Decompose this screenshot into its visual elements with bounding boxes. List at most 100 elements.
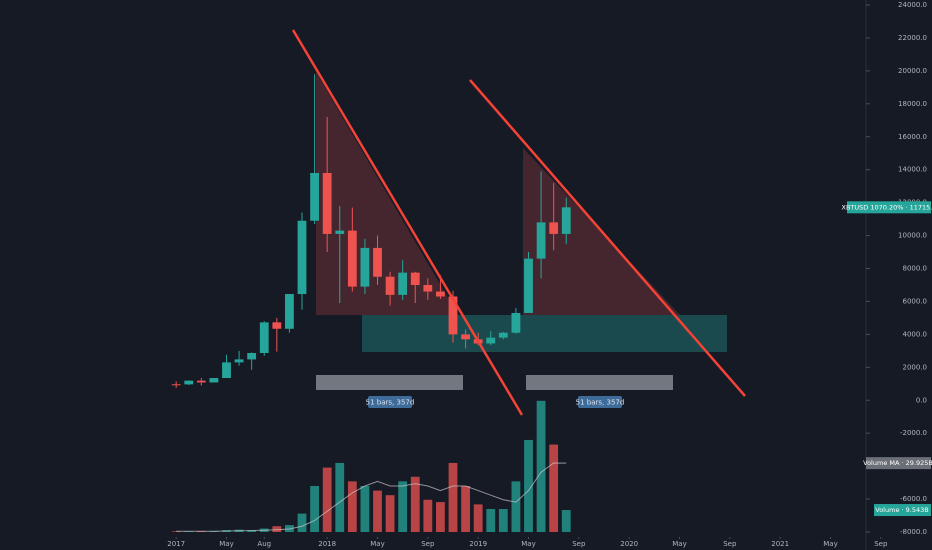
price-label-box [847,201,931,214]
x-tick-label: Sep [723,540,737,548]
annotation-box [578,396,622,408]
volume-label: Volume · 9.543B [875,506,928,514]
candle-body [171,384,181,386]
candle-body [347,230,357,287]
volume-bar [347,481,357,532]
annotation-box [368,396,412,408]
candle-body [335,230,345,234]
volume-bar [524,439,533,532]
candle-body [448,296,458,335]
volume-ma-line [176,462,567,532]
volume-bar [536,400,546,532]
y-tick-label: 18000.0 [898,100,927,108]
x-tick-label: 2021 [771,540,789,548]
volume-bar [461,485,470,532]
candle-body [247,352,257,360]
candle-body [234,359,244,363]
x-tick-label: May [521,540,535,548]
candle-body [209,378,219,383]
volume-bar [385,495,395,532]
trend-lines: 51 bars, 357d 51 bars, 357d [291,29,746,416]
x-tick-label: Aug [257,540,271,548]
candle-body [511,312,521,333]
candle-body [196,380,206,383]
trend-line [291,29,524,416]
candle-body [297,220,307,295]
axes: 24000.0 22000.0 20000.0 18000.0 16000.0 14000… [167,0,932,550]
range-box [362,315,727,352]
x-tick-label: May [823,540,837,548]
bars-range [316,375,463,390]
volume-bar [335,462,345,532]
volume-ma-label: Volume MA · 29.925B [863,459,932,467]
volume-label-box [874,504,931,517]
y-tick-label: 10000.0 [898,232,927,240]
price-label: XBTUSD 1070.20% · 11715.5 [842,203,932,211]
candle-body [285,294,294,329]
candle-body [561,207,571,234]
x-tick-label: 2019 [469,540,487,548]
annotation: 51 bars, 357d [576,399,625,407]
candle-body [486,337,496,344]
candle-body [436,291,445,297]
volume-bar [423,499,433,532]
candle-body [272,322,282,329]
candle-body [259,322,269,353]
candle-body [423,284,433,292]
candle-body [410,272,420,285]
candle-body [222,362,231,379]
candle-body [373,247,382,277]
x-tick-label: 2020 [620,540,638,548]
volume-ma-label-box [866,457,931,470]
y-tick-label: 20000.0 [898,67,927,75]
candle-body [461,334,470,340]
candle-body [385,276,395,295]
volume-bar [436,502,445,532]
volume-bar [410,476,420,532]
volume-bar [549,444,559,532]
volume-bar [272,526,282,532]
x-tick-label: May [370,540,384,548]
volume-bar [373,490,382,532]
candle-body [322,172,332,234]
y-tick-label: 14000.0 [898,166,927,174]
x-tick-label: May [219,540,233,548]
y-tick-label: 0.0 [916,396,927,404]
volume-bar [473,504,483,532]
candle-body [184,380,194,385]
candle-body [310,172,319,221]
candle-body [398,272,408,295]
volume-bar [448,462,458,532]
candle-body [524,258,533,313]
x-tick-label: 2017 [167,540,185,548]
volume-bar [360,485,370,532]
volume-bar [511,481,521,532]
bars-range [526,375,673,390]
volume-bar [561,510,571,532]
y-tick-label: 2000.0 [903,363,928,371]
volume-bar [486,508,496,532]
y-tick-label: 8000.0 [903,265,928,273]
y-tick-label: 4000.0 [903,330,928,338]
y-tick-label: 6000.0 [903,297,928,305]
candle-body [549,222,559,234]
y-tick-label: 22000.0 [898,34,927,42]
annotation: 51 bars, 357d [366,399,415,407]
volume-bar [322,467,332,532]
x-tick-label: 2018 [318,540,336,548]
y-tick-label: -6000.0 [900,495,927,503]
x-tick-label: May [672,540,686,548]
y-tick-label: 24000.0 [898,1,927,9]
x-tick-label: Sep [874,540,888,548]
x-tick-label: Sep [572,540,586,548]
candle-body [498,332,508,338]
candle-body [360,247,370,287]
candles-layer [171,74,571,388]
x-tick-label: Sep [421,540,435,548]
volume-bar [297,513,307,532]
y-tick-label: -8000.0 [900,528,927,536]
y-tick-label: 16000.0 [898,133,927,141]
volume-bar [310,485,319,532]
